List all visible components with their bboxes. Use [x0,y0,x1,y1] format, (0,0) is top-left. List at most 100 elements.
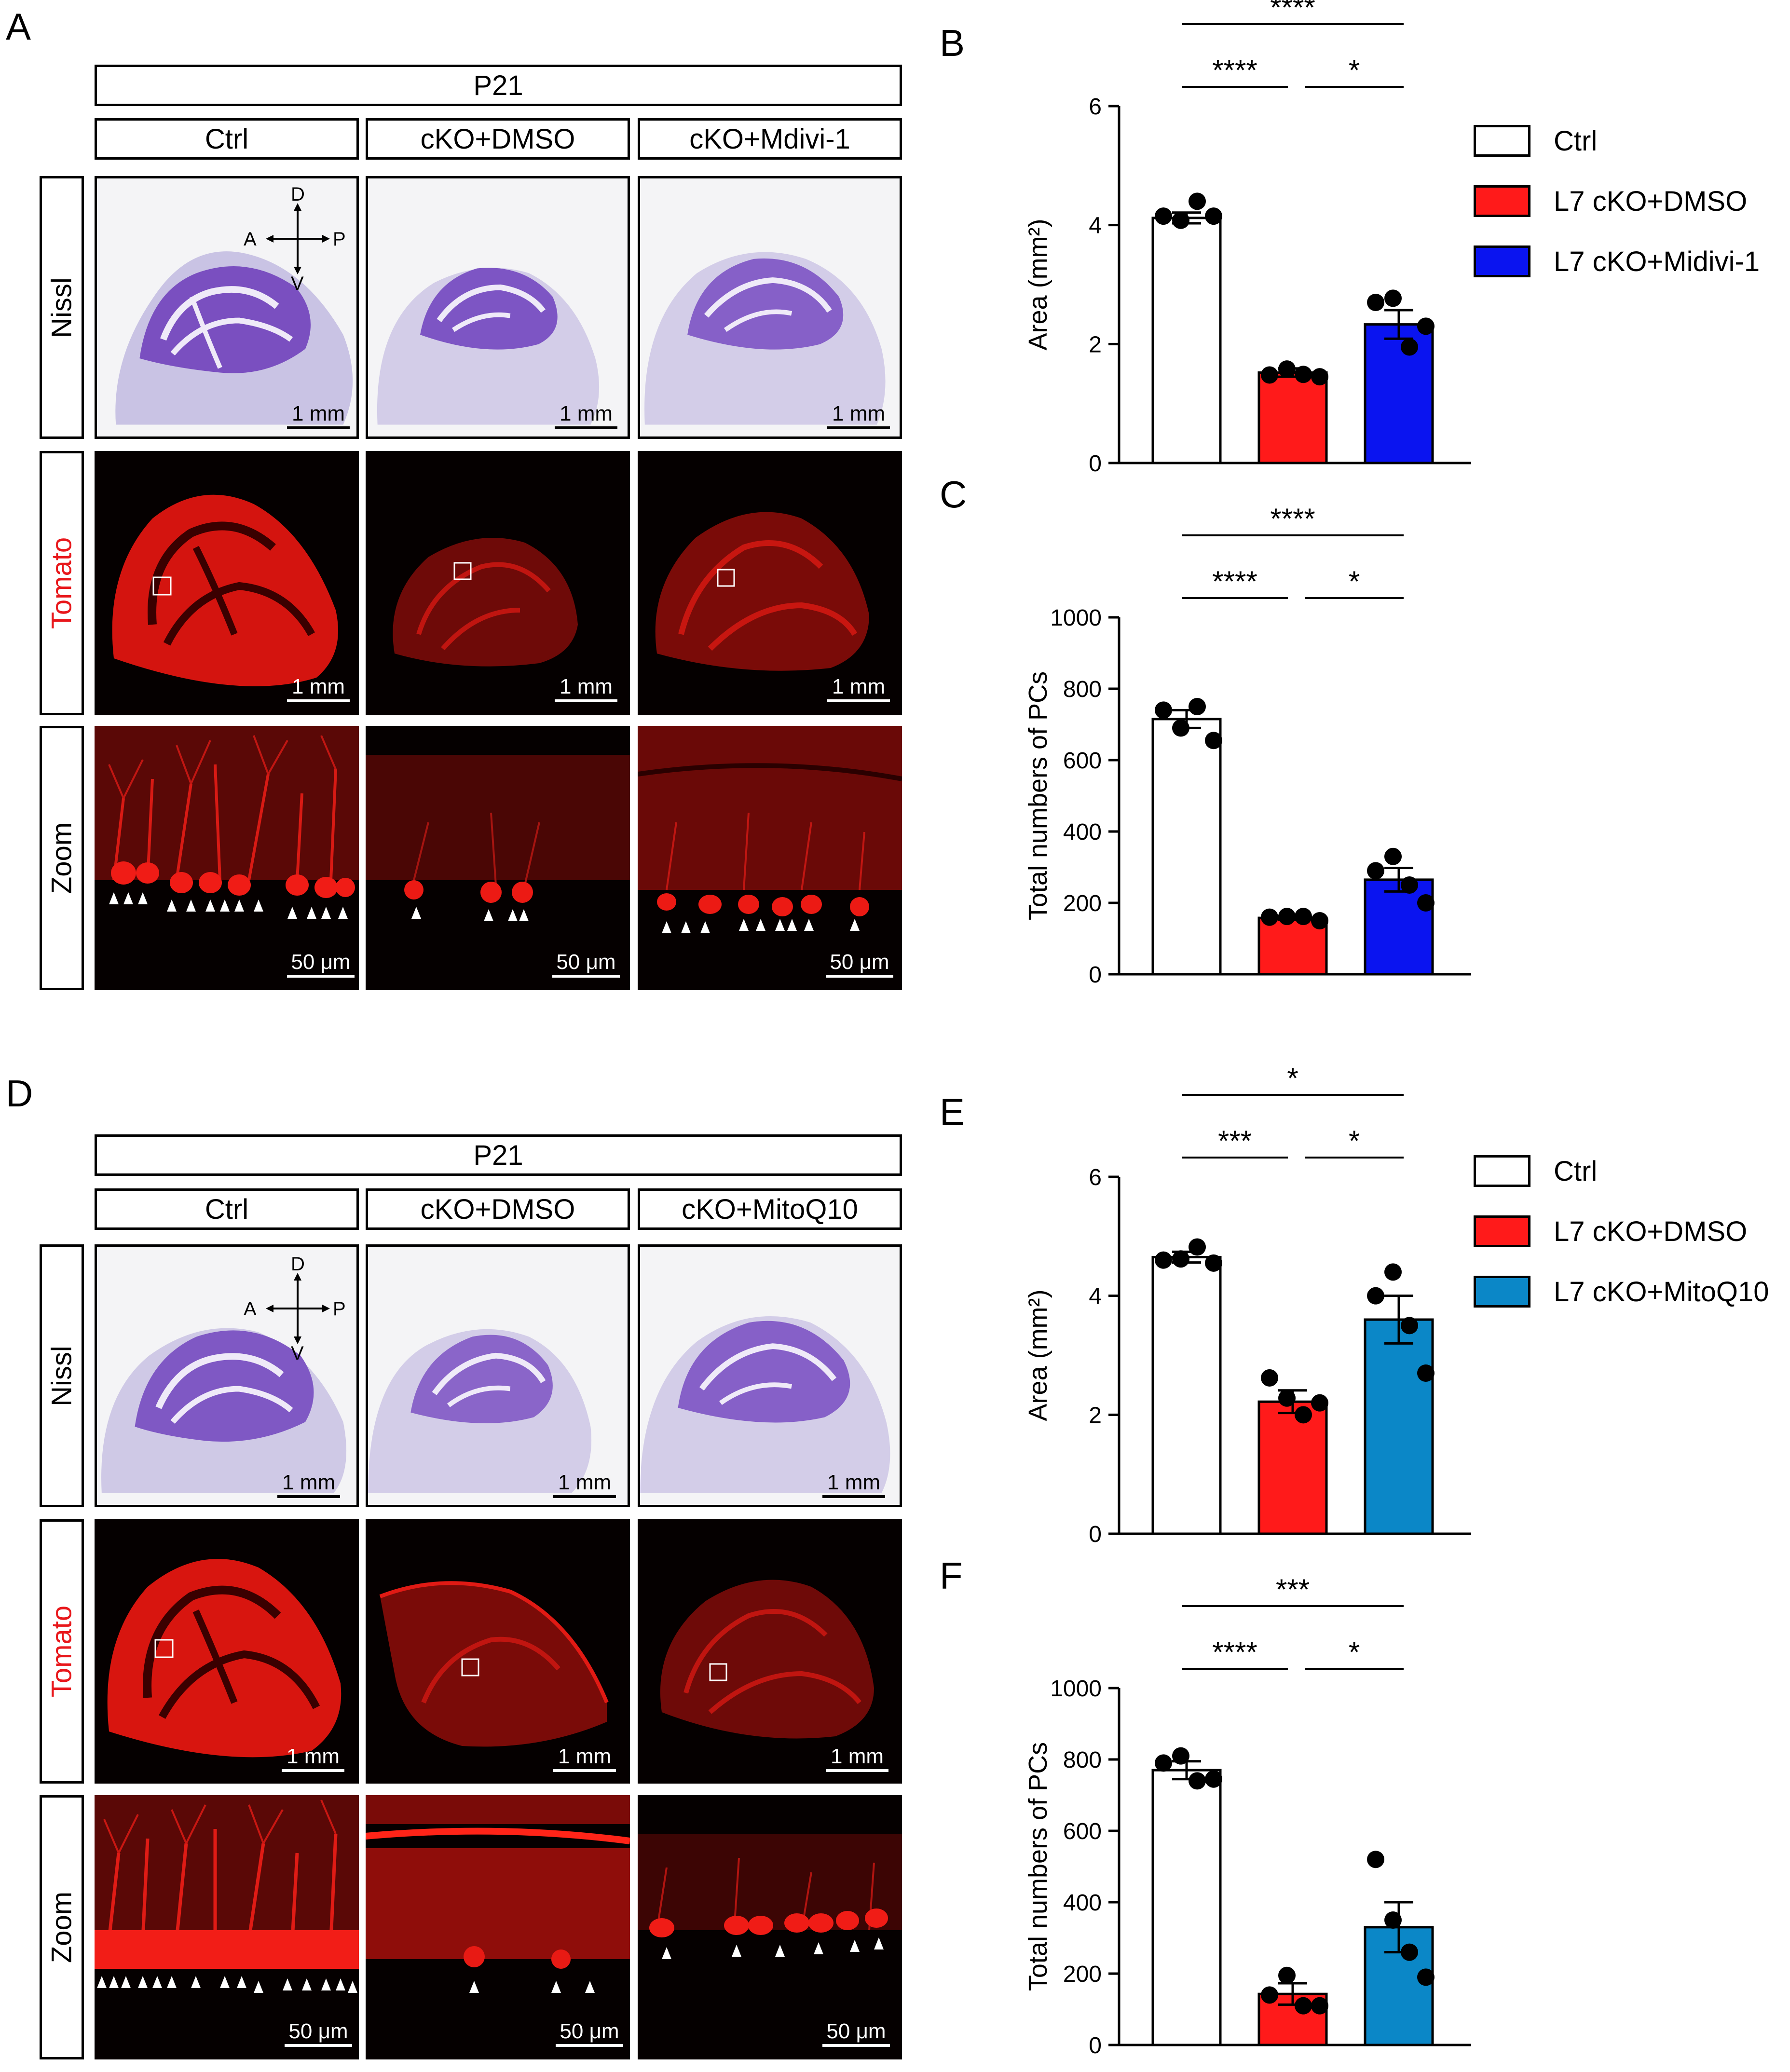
panel-letter-b: B [940,22,965,64]
data-point [1172,1747,1189,1765]
legend-item-ctrl-top: Ctrl [1474,124,1597,158]
orientation-d-a: D [291,184,305,205]
legend-swatch [1474,185,1530,217]
timepoint-header-d: P21 [95,1134,902,1176]
chart-b: 0 2 4 6 Area (mm²) **** **** * [989,0,1495,477]
significance-label: **** [1212,565,1257,598]
bar-2 [1364,1318,1434,1535]
scalebar-zoom-ckodmso-d: 50 μm [556,2021,623,2047]
data-point [1189,192,1206,210]
data-point [1417,1364,1435,1382]
y-tick-label: 1000 [1050,1676,1102,1702]
data-point [1261,1986,1278,2004]
scalebar-zoom-ctrl-d: 50 μm [285,2021,352,2047]
tomato-image-ckomitoq10-d [638,1519,902,1784]
data-point [1155,1754,1172,1772]
significance-label: * [1349,1636,1360,1668]
y-axis-label: Total numbers of PCs [1024,671,1052,920]
zoom-image-ckomdivi-a [638,726,902,990]
tomato-image-ctrl-d [95,1519,359,1784]
scalebar-nissl-ckodmso-a: 1 mm [555,403,617,429]
column-header-ctrl-d: Ctrl [95,1188,359,1230]
data-point [1417,317,1435,335]
orientation-d-d: D [291,1254,305,1275]
column-header-ctrl-a: Ctrl [95,118,359,160]
legend-swatch [1474,1215,1530,1247]
bar-0 [1151,1769,1222,2046]
scalebar-tomato-ctrl-a: 1 mm [287,676,350,702]
y-tick-label: 400 [1063,1890,1102,1916]
panel-letter-a: A [6,5,31,48]
data-point [1278,908,1296,926]
data-point [1155,1251,1172,1269]
orientation-v-a: V [291,273,304,294]
y-axis-label: Area (mm²) [1024,219,1052,351]
legend-swatch [1474,1276,1530,1308]
scalebar-zoom-ckomdivi-a: 50 μm [826,952,893,978]
legend-swatch [1474,1155,1530,1187]
data-point [1311,912,1328,929]
significance-label: * [1349,1125,1360,1157]
zoom-image-ckomitoq10-d [638,1795,902,2059]
data-point [1295,1406,1312,1424]
data-point [1189,1772,1206,1790]
data-point [1172,719,1189,737]
column-header-ckodmso-d: cKO+DMSO [366,1188,630,1230]
data-point [1311,368,1328,386]
timepoint-header-a: P21 [95,65,902,106]
y-tick-label: 4 [1089,213,1102,239]
zoom-image-ctrl-d [95,1795,359,2059]
data-point [1367,862,1384,880]
y-tick-label: 0 [1089,1522,1102,1547]
bar-2 [1364,878,1434,976]
y-tick-label: 6 [1089,1165,1102,1190]
nissl-image-ctrl-d [95,1244,359,1507]
orientation-p-d: P [333,1298,346,1320]
y-tick-label: 4 [1089,1284,1102,1309]
panel-letter-c: C [940,473,967,516]
scalebar-nissl-ctrl-d: 1 mm [277,1472,340,1498]
legend-swatch [1474,245,1530,277]
panel-letter-e: E [940,1091,965,1133]
nissl-image-ctrl-a [95,176,359,439]
scalebar-tomato-ckodmso-d: 1 mm [553,1746,616,1772]
bar-0 [1151,1256,1222,1535]
bar-1 [1257,371,1328,464]
orientation-a-a: A [244,229,257,250]
data-point [1261,366,1278,384]
legend-bottom: Ctrl L7 cKO+DMSO L7 cKO+MitoQ10 [1474,1154,1782,1313]
scalebar-nissl-ckomdivi-a: 1 mm [827,403,890,429]
scalebar-nissl-ckomitoq10-d: 1 mm [822,1472,885,1498]
data-point [1295,908,1312,926]
column-header-ckodmso-a: cKO+DMSO [366,118,630,160]
legend-item-dmso-top: L7 cKO+DMSO [1474,184,1747,218]
row-label-zoom-d: Zoom [40,1795,84,2059]
y-tick-label: 1000 [1050,605,1102,631]
tomato-image-ctrl-a [95,451,359,715]
data-point [1367,1287,1384,1305]
row-label-zoom-a: Zoom [40,726,84,990]
orientation-arrows-a [266,203,330,274]
legend-swatch [1474,125,1530,157]
tomato-image-ckodmso-a [366,451,630,715]
data-point [1384,847,1402,865]
chart-c: 0 200 400 600 800 1000 Total numbers of PCs ***… [989,503,1495,989]
column-header-ckomdivi-a: cKO+Mdivi-1 [638,118,902,160]
nissl-image-ckomitoq10-d [638,1244,902,1507]
row-label-nissl-a: Nissl [40,176,84,439]
data-point [1172,1250,1189,1268]
y-tick-label: 600 [1063,748,1102,774]
significance-label: * [1287,1062,1298,1094]
nissl-image-ckodmso-d [366,1244,630,1507]
significance-label: **** [1270,0,1315,24]
data-point [1278,1966,1296,1984]
data-point [1278,1389,1296,1407]
y-tick-label: 800 [1063,677,1102,702]
scalebar-tomato-ckomdivi-a: 1 mm [827,676,890,702]
data-point [1205,732,1222,750]
bar-0 [1151,217,1222,464]
significance-label: **** [1270,503,1315,535]
data-point [1205,207,1222,225]
